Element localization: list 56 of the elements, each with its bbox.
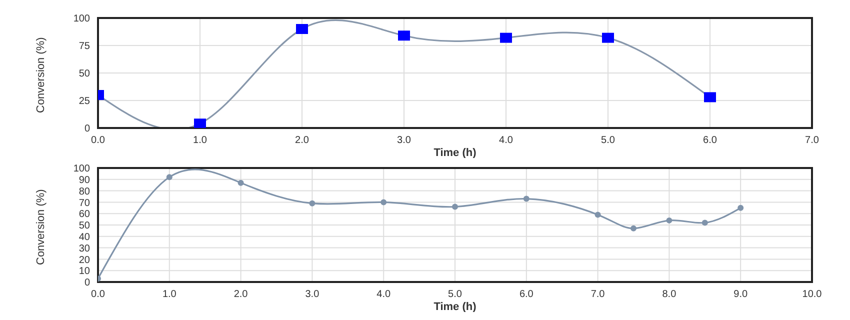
point [702,220,708,226]
point [704,92,716,102]
x-tick-label: 7.0 [590,289,606,300]
x-tick-label: 4.0 [499,135,514,146]
y-tick-label: 75 [78,41,90,52]
point [602,32,614,43]
point [452,204,458,210]
point [398,30,410,41]
point [666,217,672,224]
y-tick-label: 0 [84,278,90,289]
x-tick-label: 3.0 [397,135,412,146]
y-tick-label: 70 [78,198,90,209]
x-tick-label: 10.0 [802,289,822,300]
y-tick-label: 50 [78,220,90,232]
point [738,204,744,211]
point [194,118,206,128]
x-axis-title: Time (h) [434,147,477,159]
x-tick-label: 0.0 [91,289,106,300]
point [380,199,387,206]
y-tick-label: 50 [78,68,90,80]
y-tick-label: 100 [73,164,90,175]
point [296,24,308,34]
y-axis-title: Conversion (%) [34,37,47,113]
y-tick-label: 30 [78,243,90,254]
point [594,212,601,218]
y-tick-label: 20 [78,254,90,266]
point [500,32,512,43]
point [166,174,172,180]
x-tick-label: 0.0 [91,135,106,146]
x-tick-label: 5.0 [601,135,616,146]
x-tick-label: 7.0 [805,135,820,146]
x-tick-label: 8.0 [662,289,677,300]
y-tick-label: 60 [78,209,90,220]
y-tick-label: 100 [73,14,90,25]
y-tick-label: 40 [78,232,90,243]
y-axis-title: Conversion (%) [34,189,47,265]
x-tick-label: 6.0 [703,135,718,146]
y-tick-label: 25 [78,96,90,108]
point [523,196,530,202]
y-tick-label: 80 [78,186,90,198]
x-tick-label: 3.0 [305,289,320,300]
x-tick-label: 1.0 [162,289,177,300]
x-tick-label: 5.0 [448,289,462,300]
y-tick-label: 10 [78,266,90,278]
x-tick-label: 2.0 [234,289,248,300]
point [238,180,244,186]
x-tick-label: 1.0 [193,135,208,146]
x-tick-label: 9.0 [734,289,748,300]
x-tick-label: 4.0 [376,289,391,300]
y-tick-label: 0 [84,124,90,135]
x-tick-label: 2.0 [295,135,310,146]
x-tick-label: 6.0 [519,289,534,300]
x-axis-title: Time (h) [434,301,477,313]
point [309,200,316,206]
y-tick-label: 90 [78,174,90,186]
point [630,225,636,232]
